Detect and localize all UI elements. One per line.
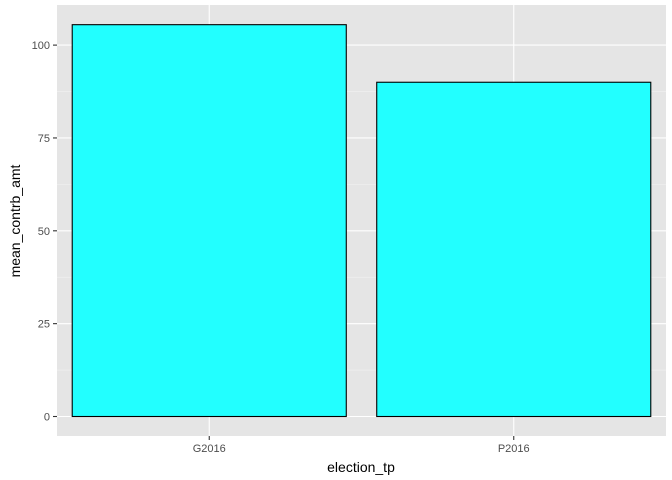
- y-tick-label: 100: [32, 40, 50, 52]
- bar-p2016: [376, 81, 652, 418]
- y-tick-label: 50: [38, 226, 50, 238]
- y-tick-label: 75: [38, 133, 50, 145]
- y-tick-label: 0: [44, 412, 50, 424]
- x-axis-title: election_tp: [327, 459, 395, 475]
- y-axis-title: mean_contrb_amt: [7, 164, 23, 277]
- x-tick-label: G2016: [193, 443, 226, 455]
- x-axis: G2016 P2016: [193, 436, 530, 455]
- x-tick-label: P2016: [498, 443, 530, 455]
- y-tick-label: 25: [38, 319, 50, 331]
- y-axis: 0 25 50 75 100: [32, 40, 57, 424]
- bar-g2016: [71, 24, 347, 418]
- bars: [71, 24, 652, 418]
